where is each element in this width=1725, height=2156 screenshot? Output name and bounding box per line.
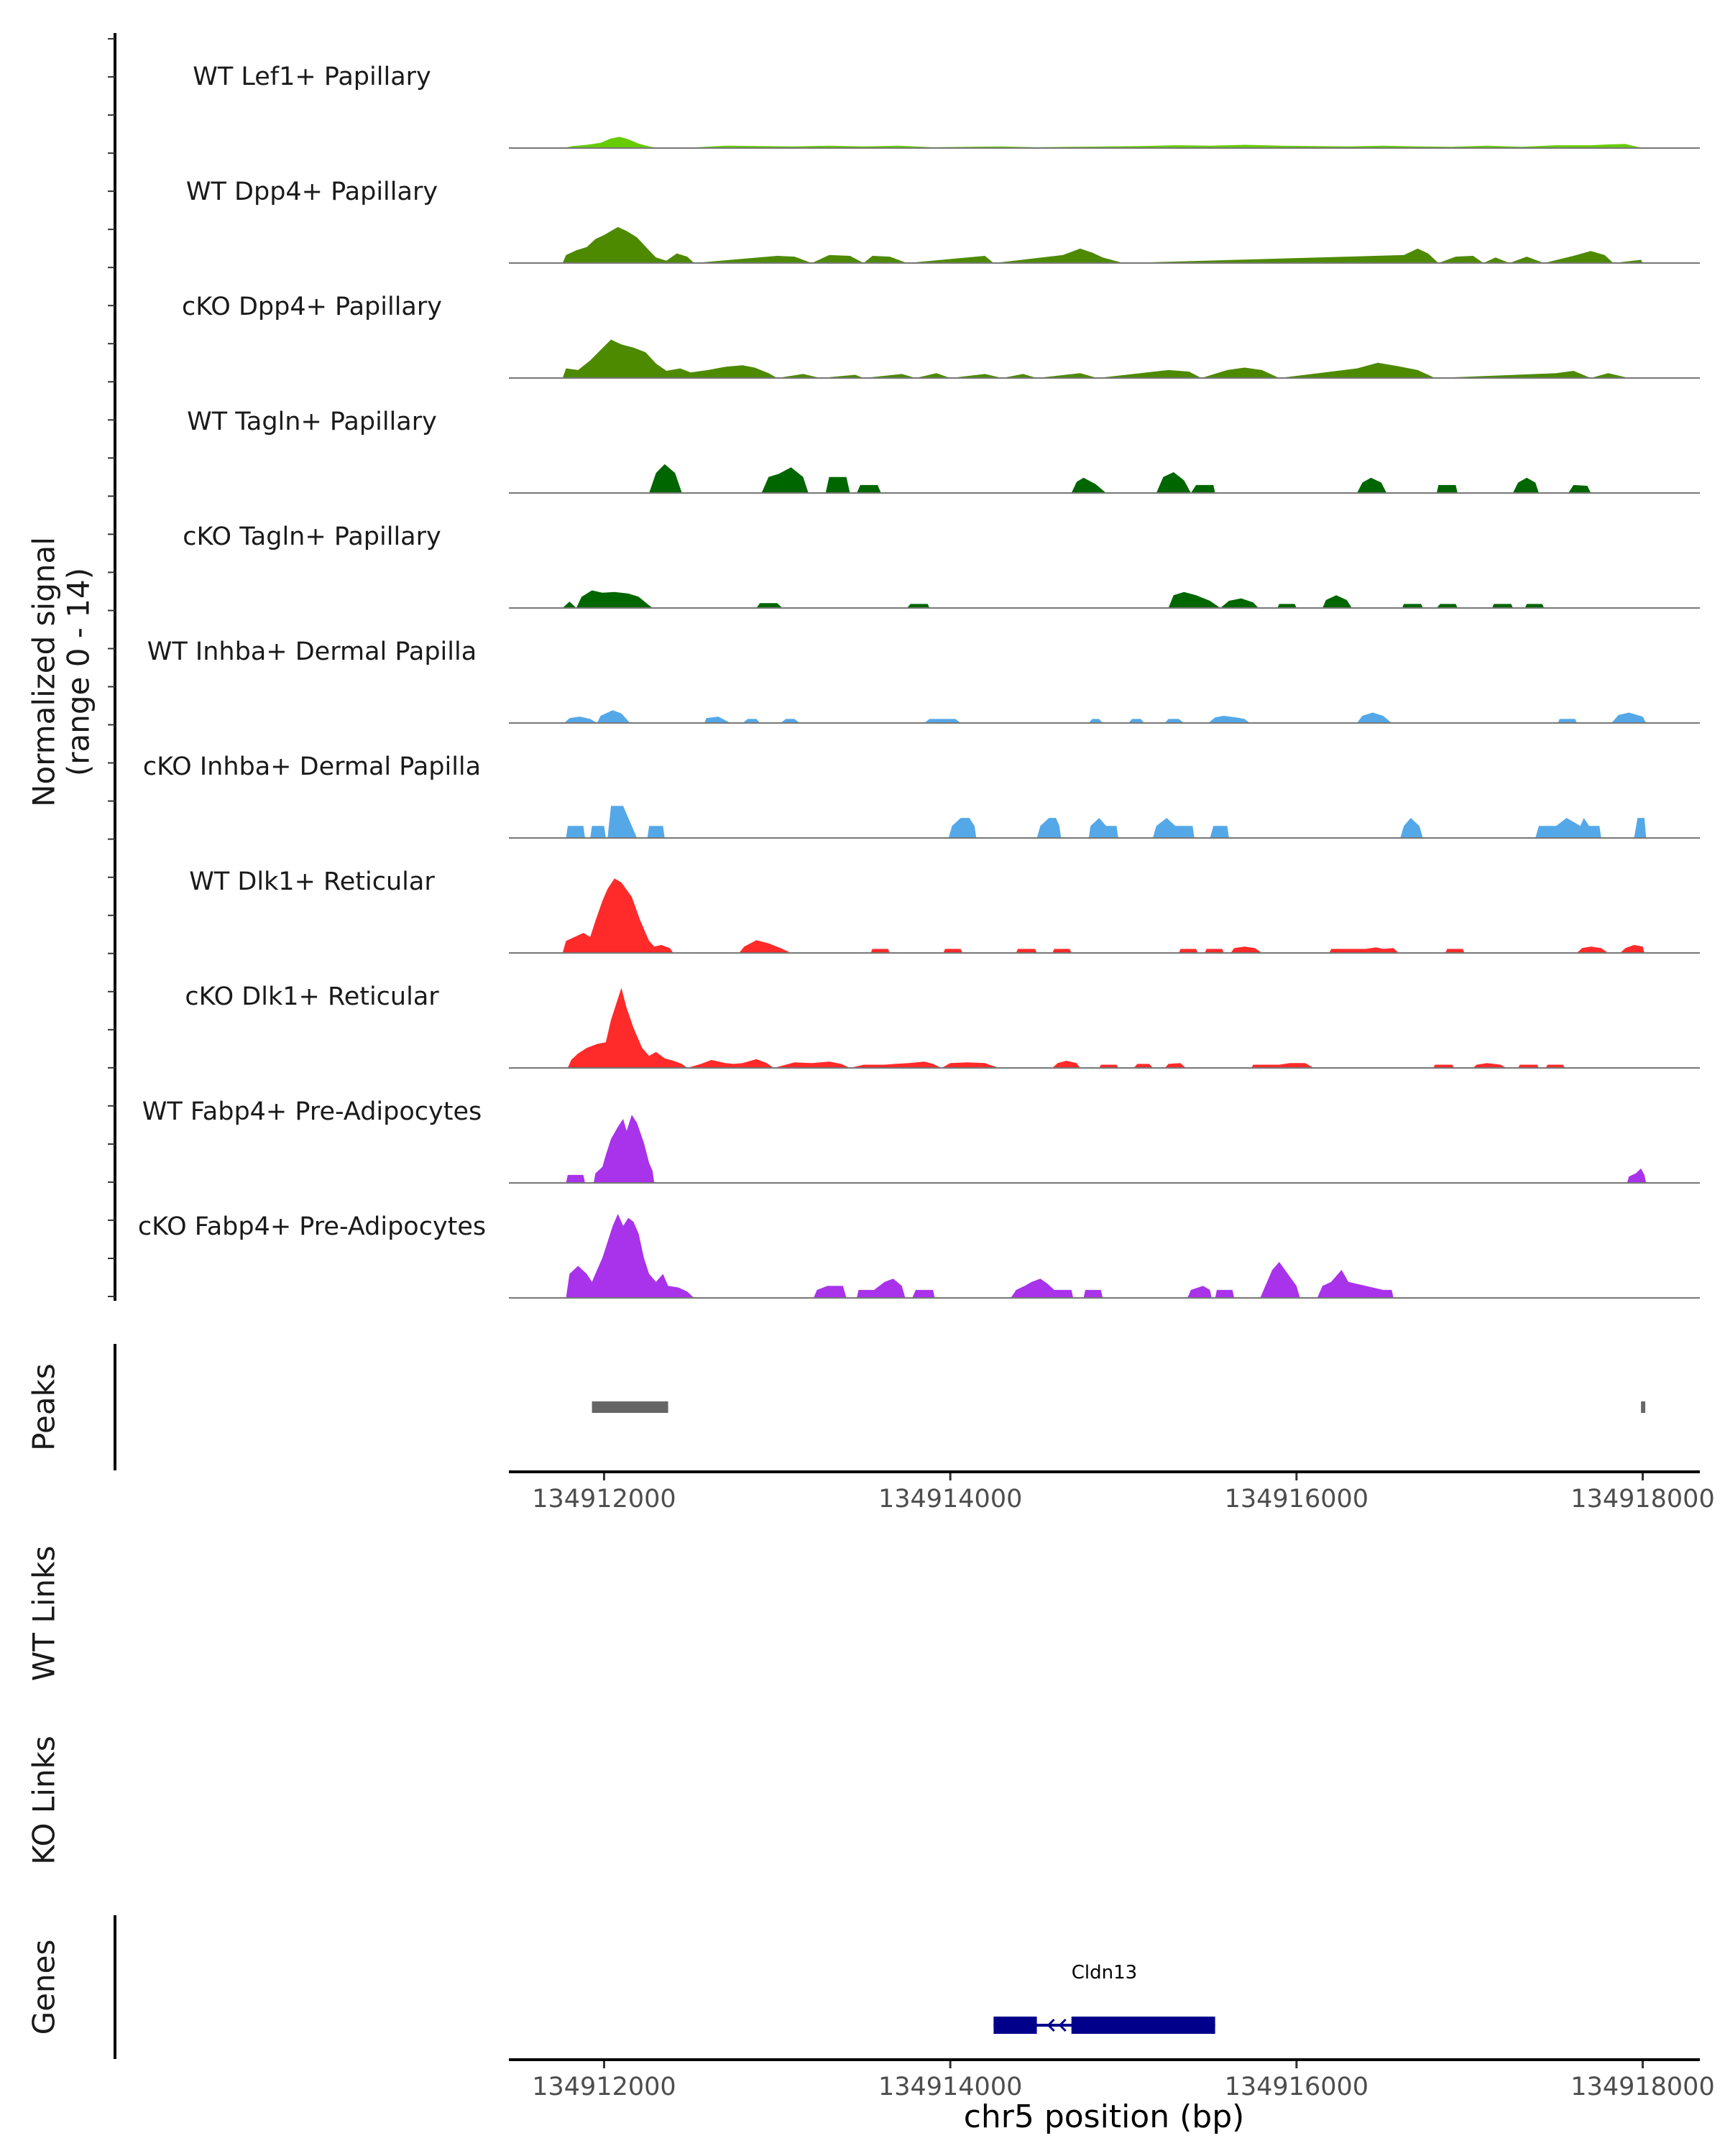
peak-bars <box>592 1401 1646 1413</box>
genes-x-tick-label: 134914000 <box>878 2073 1022 2101</box>
track-7-signal-area <box>566 806 1647 838</box>
track-5-label: cKO Tagln+ Papillary <box>183 522 441 551</box>
track-10: WT Fabp4+ Pre-Adipocytes <box>142 1097 1700 1184</box>
track-1-signal-area <box>562 137 1643 148</box>
x-axis-title: chr5 position (bp) <box>964 2099 1245 2135</box>
gene-exon-2 <box>1071 2017 1215 2034</box>
track-8-label: WT Dlk1+ Reticular <box>189 867 435 896</box>
track-2: WT Dpp4+ Papillary <box>186 178 1700 264</box>
peaks-x-tick-label: 134916000 <box>1225 1485 1368 1514</box>
genes-x-ticks: 134912000 134914000 134916000 134918000 <box>532 2061 1715 2101</box>
track-6-label: WT Inhba+ Dermal Papilla <box>147 637 477 666</box>
track-6-signal-area <box>564 710 1647 723</box>
genes-x-tick-label: 134916000 <box>1225 2073 1368 2101</box>
coverage-y-label-line1: Normalized signal <box>27 537 62 807</box>
track-11-label: cKO Fabp4+ Pre-Adipocytes <box>138 1212 486 1241</box>
track-6: WT Inhba+ Dermal Papilla <box>147 637 1700 724</box>
peaks-x-ticks: 134912000 134914000 134916000 134918000 <box>532 1473 1715 1514</box>
peaks-panel: Peaks 134912000 134914000 134916000 1349180… <box>27 1344 1715 1514</box>
genes-x-tick-label: 134918000 <box>1570 2073 1714 2101</box>
track-2-label: WT Dpp4+ Papillary <box>186 178 438 206</box>
track-7: cKO Inhba+ Dermal Papilla <box>143 752 1700 839</box>
peak-1 <box>592 1401 668 1413</box>
track-1-label: WT Lef1+ Papillary <box>193 63 431 91</box>
peak-2 <box>1641 1401 1646 1413</box>
ko-links-label: KO Links <box>27 1736 62 1865</box>
track-9: cKO Dlk1+ Reticular <box>185 982 1700 1069</box>
track-4: WT Tagln+ Papillary <box>187 407 1700 494</box>
track-2-signal-area <box>562 226 1643 263</box>
track-7-label: cKO Inhba+ Dermal Papilla <box>143 752 481 781</box>
track-3: cKO Dpp4+ Papillary <box>182 292 1700 379</box>
genes-x-tick-label: 134912000 <box>532 2073 676 2101</box>
peaks-x-tick-label: 134914000 <box>878 1485 1022 1514</box>
gene-exon-1 <box>993 2017 1037 2034</box>
track-11: cKO Fabp4+ Pre-Adipocytes <box>138 1212 1700 1299</box>
coverage-y-ticks <box>108 38 115 1297</box>
links-panel: WT Links KO Links <box>27 1546 62 1865</box>
gene-strand-arrow <box>1046 2018 1055 2032</box>
coverage-y-label-line2: (range 0 - 14) <box>61 568 96 776</box>
peaks-x-tick-label: 134918000 <box>1570 1485 1714 1514</box>
gene-cldn13: Cldn13 <box>993 1962 1215 2034</box>
track-1: WT Lef1+ Papillary <box>193 63 1700 149</box>
peaks-y-label: Peaks <box>27 1363 62 1451</box>
track-5: cKO Tagln+ Papillary <box>183 522 1700 609</box>
genes-y-label: Genes <box>27 1940 62 2035</box>
peaks-x-tick-label: 134912000 <box>532 1485 676 1514</box>
track-9-signal-area <box>567 987 1565 1068</box>
track-3-signal-area <box>562 339 1629 378</box>
gene-label: Cldn13 <box>1072 1962 1137 1984</box>
track-9-label: cKO Dlk1+ Reticular <box>185 982 439 1011</box>
wt-links-label: WT Links <box>27 1546 62 1681</box>
gene-strand-arrow <box>1058 2018 1067 2032</box>
track-5-signal-area <box>562 590 1545 608</box>
genes-panel: Genes Cldn13 134912000 134914000 134916000… <box>27 1915 1715 2135</box>
track-10-label: WT Fabp4+ Pre-Adipocytes <box>142 1097 482 1126</box>
track-11-signal-area <box>566 1214 1394 1298</box>
track-3-label: cKO Dpp4+ Papillary <box>182 292 442 321</box>
track-4-signal-area <box>649 464 1591 493</box>
track-4-label: WT Tagln+ Papillary <box>187 407 437 436</box>
coverage-tracks: WT Lef1+ Papillary WT Dpp4+ Papillary cKO … <box>138 63 1700 1299</box>
track-8: WT Dlk1+ Reticular <box>189 867 1700 954</box>
gene-models: Cldn13 <box>993 1962 1215 2034</box>
coverage-panel: WT Lef1+ Papillary WT Dpp4+ Papillary cKO … <box>27 33 1700 1301</box>
